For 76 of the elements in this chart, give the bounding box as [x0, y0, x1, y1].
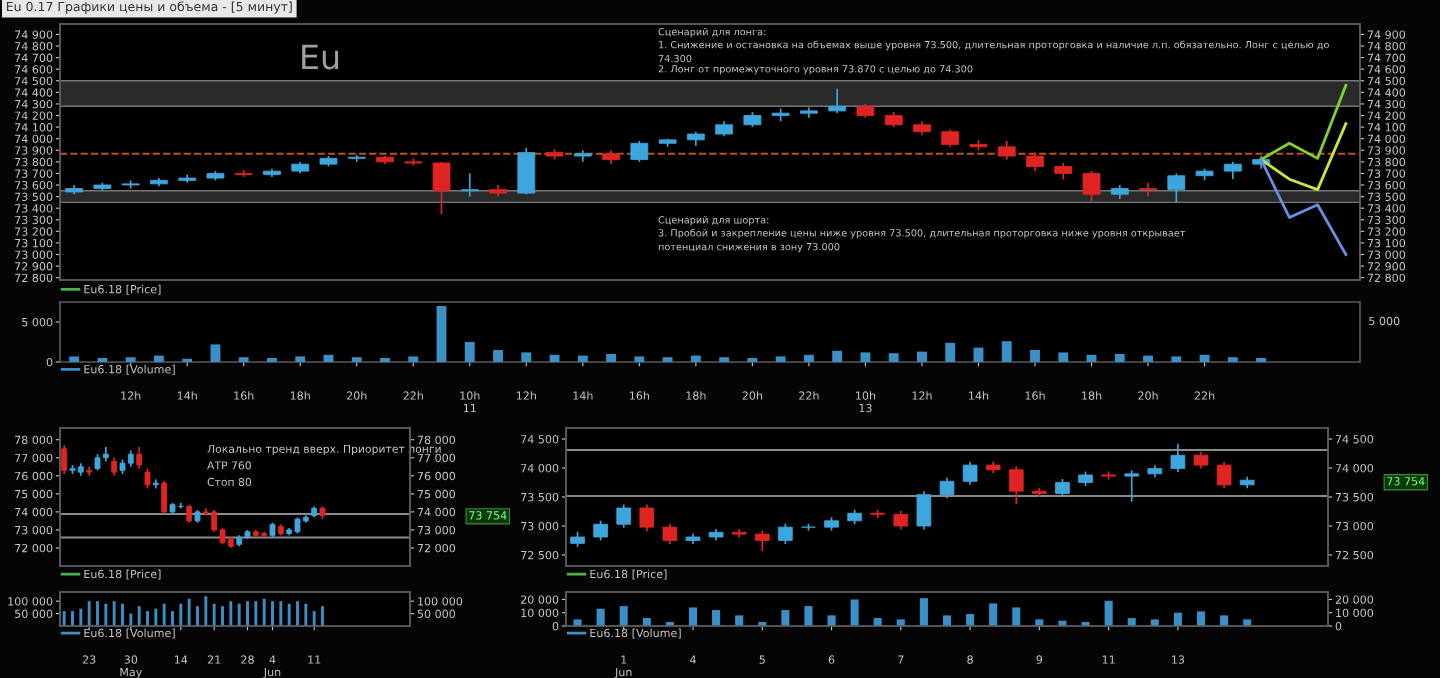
candlestick [1167, 172, 1186, 204]
bar [712, 610, 721, 626]
candlestick [1082, 170, 1101, 203]
candlestick [1216, 460, 1232, 490]
candlestick [754, 529, 770, 552]
bar [832, 350, 843, 362]
bar [69, 356, 80, 362]
bar [1199, 354, 1210, 362]
candlestick [186, 503, 193, 524]
candlestick [962, 460, 978, 486]
bar [860, 352, 871, 362]
candlestick [828, 88, 847, 115]
bar [1058, 352, 1069, 362]
bar [966, 614, 975, 626]
bar [804, 606, 813, 626]
candlestick [460, 172, 479, 198]
candlestick [144, 467, 151, 490]
bar [549, 354, 560, 362]
bar [634, 356, 645, 362]
candlestick [778, 522, 793, 545]
bar [919, 598, 928, 626]
candlestick [1124, 469, 1140, 503]
candlestick [136, 446, 143, 470]
bar [1001, 341, 1012, 362]
candlestick [997, 140, 1016, 161]
candlestick [630, 140, 649, 163]
bar [850, 599, 859, 626]
candlestick [893, 510, 909, 531]
candlestick [111, 456, 118, 477]
candlestick [593, 519, 608, 542]
bar [153, 355, 164, 362]
candlestick [1139, 181, 1157, 198]
bar [775, 356, 786, 362]
bar [827, 615, 836, 626]
bar [945, 342, 956, 362]
bar [464, 342, 475, 362]
candlestick [517, 147, 536, 196]
candlestick [1026, 151, 1044, 172]
bar [493, 350, 503, 362]
chart-title: Eu [302, 44, 339, 70]
bar [596, 608, 605, 626]
bar [619, 606, 628, 626]
bar [577, 355, 588, 362]
bar [606, 354, 617, 362]
bar [295, 356, 306, 362]
candlestick [639, 503, 655, 533]
bar [210, 344, 221, 362]
bar [1143, 355, 1153, 362]
bar [1220, 615, 1229, 626]
candlestick [1170, 442, 1186, 473]
candlestick [616, 503, 632, 529]
bar [942, 615, 952, 626]
candlestick [662, 522, 678, 545]
candlestick [1008, 465, 1024, 505]
bar [781, 610, 790, 626]
bar [1104, 600, 1113, 626]
bar [688, 607, 698, 626]
bar [408, 356, 419, 362]
bar [1030, 350, 1040, 362]
bar [1114, 354, 1125, 362]
bar [989, 603, 998, 626]
bar [1012, 607, 1021, 626]
candlestick [432, 161, 451, 215]
bar [690, 355, 701, 362]
bar [735, 615, 744, 626]
candlestick [916, 490, 932, 531]
candlestick [939, 477, 955, 499]
bar [1173, 612, 1182, 626]
candlestick [161, 480, 168, 515]
bar [521, 352, 532, 362]
bar [917, 351, 927, 362]
bar [888, 353, 899, 362]
bar [436, 306, 447, 362]
bar [803, 354, 814, 362]
bar [1196, 611, 1206, 626]
bar [1171, 356, 1182, 362]
